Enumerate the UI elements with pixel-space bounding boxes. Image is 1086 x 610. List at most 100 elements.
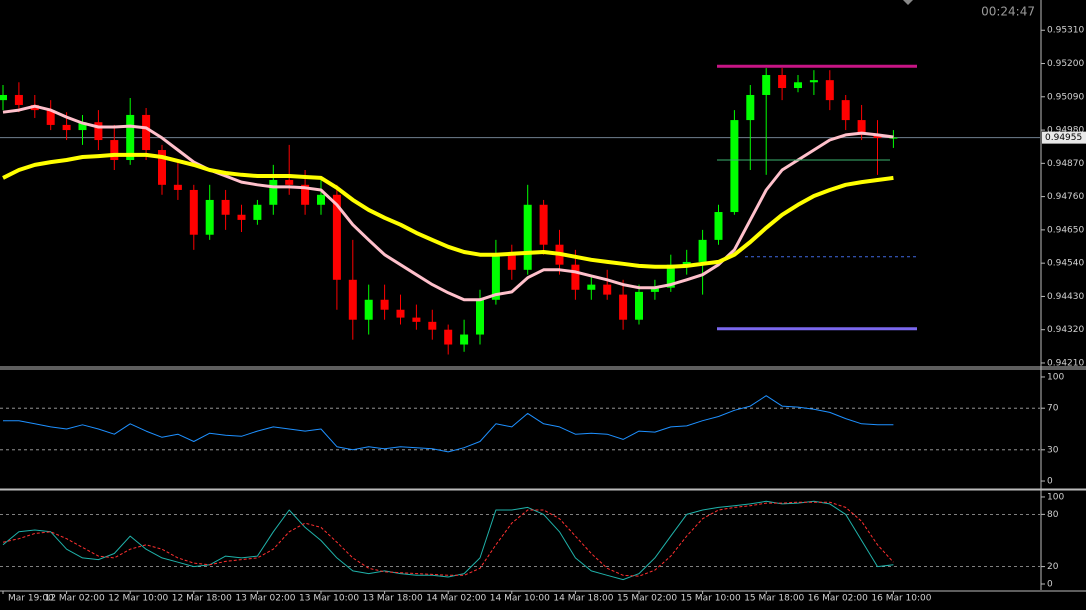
candle-body <box>698 239 707 262</box>
x-tick-label: 12 Mar 02:00 <box>45 594 105 604</box>
candle-body <box>746 94 755 121</box>
candle-body <box>173 184 182 190</box>
candle-body <box>603 284 612 295</box>
candle-body <box>46 110 55 125</box>
candle-body <box>682 261 691 265</box>
x-tick-label: 13 Mar 02:00 <box>235 594 295 604</box>
candle-body <box>714 212 723 240</box>
candle-body <box>317 194 325 205</box>
y-tick-label: 30 <box>1047 445 1059 455</box>
y-tick-label: 80 <box>1047 510 1059 520</box>
x-tick-label: 14 Mar 18:00 <box>553 594 613 604</box>
candle-body <box>221 199 230 215</box>
bar-timer: 00:24:47 <box>981 5 1035 19</box>
y-tick-label: 70 <box>1047 404 1059 414</box>
plot-area <box>0 68 1040 581</box>
candle-body <box>94 122 103 141</box>
candle-body <box>571 264 580 290</box>
candle-body <box>460 334 469 345</box>
candle-body <box>619 294 628 320</box>
moving-average <box>2 152 894 269</box>
y-tick-label: 0.94650 <box>1047 225 1084 235</box>
candle-body <box>730 120 739 213</box>
x-tick-label: 14 Mar 02:00 <box>426 594 486 604</box>
x-tick-label: 15 Mar 18:00 <box>744 594 804 604</box>
x-tick-label: 13 Mar 10:00 <box>299 594 359 604</box>
x-tick-label: 15 Mar 10:00 <box>681 594 741 604</box>
x-tick-label: 13 Mar 18:00 <box>363 594 423 604</box>
candle-body <box>412 317 421 322</box>
candle-body <box>476 299 484 335</box>
candle-body <box>539 204 548 245</box>
candle-body <box>444 329 453 345</box>
candle-body <box>523 204 532 270</box>
candle-body <box>507 254 516 270</box>
y-tick-label: 0.95310 <box>1047 26 1084 36</box>
candle-body <box>794 82 802 89</box>
candle-body <box>778 75 787 89</box>
y-tick-label: 0.94430 <box>1047 292 1084 302</box>
y-tick-label: 0.94980 <box>1047 126 1084 136</box>
x-tick-label: 16 Mar 02:00 <box>808 594 868 604</box>
y-tick-label: 100 <box>1047 372 1064 382</box>
candle-body <box>205 199 214 235</box>
x-tick-label: 12 Mar 18:00 <box>172 594 232 604</box>
candle-body <box>126 114 135 161</box>
candle-body <box>285 179 294 185</box>
candle-body <box>762 75 771 95</box>
candle-body <box>635 291 643 320</box>
candle-body <box>857 120 866 135</box>
candle-body <box>269 179 278 205</box>
y-tick-label: 0.94760 <box>1047 192 1084 202</box>
candle-body <box>650 287 659 292</box>
price-label: 0.94955 <box>1045 133 1082 143</box>
candle-body <box>428 321 437 330</box>
y-tick-label: 0.94870 <box>1047 159 1084 169</box>
candle-body <box>396 309 405 318</box>
y-tick-label: 100 <box>1047 492 1064 502</box>
candle-body <box>253 204 262 220</box>
candle-body <box>380 299 389 310</box>
y-tick-label: 20 <box>1047 562 1059 572</box>
y-tick-label: 0.94210 <box>1047 358 1084 368</box>
y-tick-label: 0 <box>1047 477 1053 487</box>
candle-body <box>666 264 675 288</box>
candle-body <box>78 122 87 131</box>
candle-body <box>0 94 7 101</box>
x-tick-label: 16 Mar 10:00 <box>871 594 931 604</box>
candle-body <box>889 137 898 139</box>
candle-body <box>348 279 357 320</box>
candle-body <box>873 134 882 138</box>
candle-body <box>110 140 119 161</box>
y-tick-label: 0.94540 <box>1047 259 1084 269</box>
candle-body <box>14 94 23 105</box>
candle-body <box>491 254 500 300</box>
candle-body <box>301 184 310 205</box>
candle-body <box>332 194 341 280</box>
x-tick-label: 12 Mar 10:00 <box>108 594 168 604</box>
y-tick-label: 0.95090 <box>1047 92 1084 102</box>
candle-body <box>237 214 246 220</box>
price-label-box <box>1042 131 1086 144</box>
indicator-line <box>2 501 894 577</box>
y-tick-label: 0.95200 <box>1047 59 1084 69</box>
x-tick-label: Mar 19:00 <box>8 594 54 604</box>
x-tick-label: 15 Mar 02:00 <box>617 594 677 604</box>
candle-body <box>825 80 834 101</box>
indicator-line <box>2 500 894 581</box>
candle-body <box>142 114 151 151</box>
indicator-line <box>3 395 894 453</box>
candle-body <box>587 284 596 290</box>
candle-body <box>158 150 166 185</box>
moving-average <box>2 104 894 302</box>
candle-body <box>809 80 818 83</box>
shift-marker <box>903 0 913 5</box>
candle-body <box>62 124 71 131</box>
candle-body <box>841 100 850 121</box>
x-tick-label: 14 Mar 10:00 <box>490 594 550 604</box>
y-tick-label: 0 <box>1047 579 1053 589</box>
y-tick-label: 0.94320 <box>1047 325 1084 335</box>
